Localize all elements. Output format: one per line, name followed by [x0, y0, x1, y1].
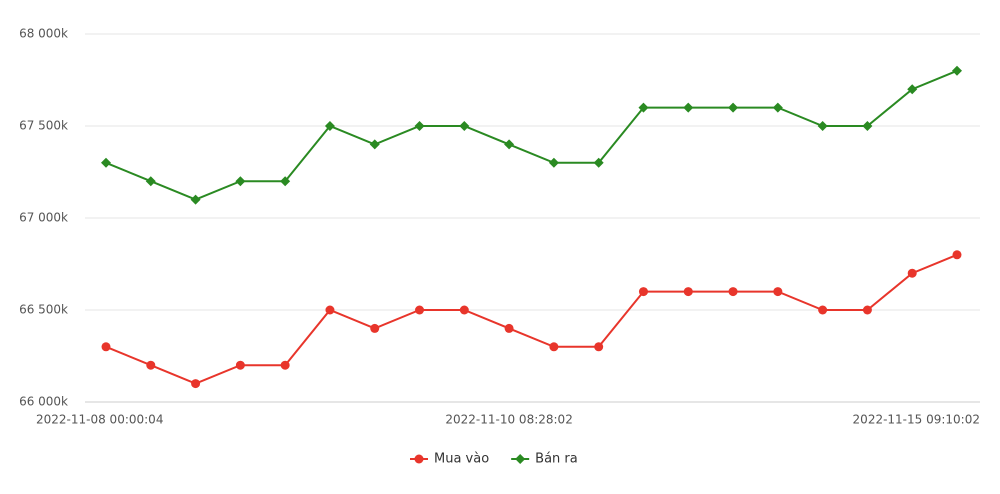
marker [773, 287, 783, 297]
x-tick-label: 2022-11-08 00:00:04 [36, 413, 163, 427]
legend-label: Bán ra [535, 452, 578, 467]
marker [459, 121, 470, 131]
marker [191, 379, 201, 389]
marker [190, 194, 201, 205]
marker [817, 121, 828, 131]
marker [280, 360, 290, 370]
y-tick-label: 66 000k [19, 395, 68, 409]
y-tick-label: 66 500k [19, 303, 68, 317]
marker [728, 102, 739, 113]
series-line [105, 253, 958, 385]
marker [414, 121, 425, 131]
marker [504, 139, 515, 150]
marker [772, 102, 783, 113]
marker [369, 139, 380, 150]
marker [235, 176, 246, 187]
x-tick-label: 2022-11-10 08:28:02 [445, 413, 572, 427]
marker [549, 342, 559, 352]
marker [683, 102, 694, 113]
marker [638, 102, 649, 113]
legend-label: Mua vào [434, 452, 489, 467]
marker [459, 305, 469, 315]
marker [728, 287, 738, 297]
marker [101, 342, 111, 352]
marker [593, 157, 604, 168]
marker [952, 250, 962, 260]
marker [907, 268, 917, 278]
marker [683, 287, 693, 297]
marker [515, 454, 526, 464]
marker [325, 305, 335, 315]
marker [952, 65, 962, 76]
marker [280, 176, 291, 187]
y-tick-label: 68 000k [19, 27, 68, 41]
marker [370, 323, 380, 333]
marker [548, 157, 559, 168]
marker [862, 121, 873, 131]
y-tick-label: 67 500k [19, 119, 68, 133]
marker [415, 305, 425, 315]
marker [504, 323, 514, 333]
marker [101, 157, 111, 168]
marker [594, 342, 604, 352]
y-tick-label: 67 000k [19, 211, 68, 225]
series-line [105, 69, 958, 201]
marker [818, 305, 828, 315]
marker [235, 360, 245, 370]
marker [862, 305, 872, 315]
x-tick-label: 2022-11-15 09:10:02 [853, 413, 980, 427]
marker [146, 360, 156, 370]
marker [414, 454, 424, 464]
marker [145, 176, 156, 187]
marker [907, 84, 918, 95]
marker [638, 287, 648, 297]
marker [324, 121, 335, 131]
